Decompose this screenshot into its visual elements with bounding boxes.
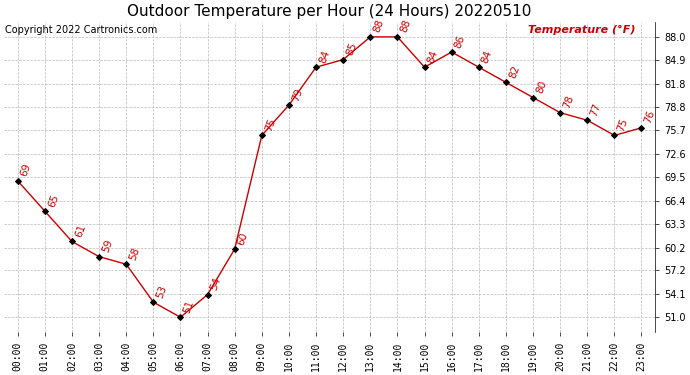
Text: 78: 78 — [562, 94, 575, 110]
Text: 84: 84 — [480, 48, 494, 64]
Text: 86: 86 — [453, 33, 467, 49]
Text: 82: 82 — [507, 64, 521, 80]
Text: 75: 75 — [263, 117, 277, 133]
Title: Outdoor Temperature per Hour (24 Hours) 20220510: Outdoor Temperature per Hour (24 Hours) … — [128, 4, 532, 19]
Text: 51: 51 — [182, 298, 196, 315]
Text: 84: 84 — [426, 48, 440, 64]
Text: 58: 58 — [128, 246, 141, 261]
Text: 79: 79 — [290, 86, 304, 102]
Text: 65: 65 — [46, 192, 60, 208]
Text: 84: 84 — [317, 48, 331, 64]
Text: 88: 88 — [372, 18, 386, 34]
Text: 61: 61 — [73, 223, 88, 239]
Text: 53: 53 — [155, 284, 168, 299]
Text: 85: 85 — [344, 41, 359, 57]
Text: 69: 69 — [19, 162, 33, 178]
Text: Copyright 2022 Cartronics.com: Copyright 2022 Cartronics.com — [6, 25, 158, 35]
Text: 59: 59 — [101, 238, 115, 254]
Text: 54: 54 — [209, 276, 223, 292]
Text: 76: 76 — [643, 109, 657, 125]
Text: 75: 75 — [615, 117, 630, 133]
Text: 60: 60 — [236, 231, 250, 246]
Text: 80: 80 — [534, 79, 549, 95]
Text: Temperature (°F): Temperature (°F) — [528, 25, 635, 35]
Text: 77: 77 — [589, 102, 602, 117]
Text: 88: 88 — [399, 18, 413, 34]
